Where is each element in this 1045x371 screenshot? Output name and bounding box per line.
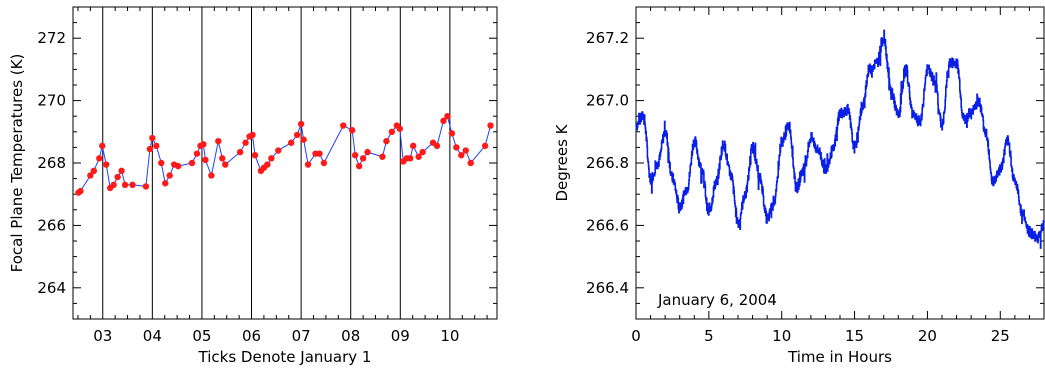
- x-tick-label: 09: [391, 327, 410, 345]
- data-point: [360, 155, 366, 161]
- data-point: [158, 160, 164, 166]
- left-chart-focal-plane: 264 266 268 270 272 03 04 05 06 07 08 09 10 Ticks Den…: [8, 7, 497, 366]
- data-point: [99, 143, 105, 149]
- x-tick-label: 25: [991, 327, 1010, 345]
- x-tick-label: 15: [845, 327, 864, 345]
- data-point: [453, 144, 459, 150]
- data-point: [407, 155, 413, 161]
- temperature-line: [636, 30, 1044, 248]
- right-chart-daily-temperature: 266.4 266.6 266.8 267.0 267.2 0 5 10 15 20 25 Time …: [553, 7, 1044, 366]
- y-tick-label: 270: [37, 92, 66, 110]
- date-annotation: January 6, 2004: [657, 291, 777, 309]
- x-tick-label: 20: [918, 327, 937, 345]
- y-tick-label: 267.2: [586, 29, 629, 47]
- data-point: [153, 143, 159, 149]
- data-point: [118, 168, 124, 174]
- x-axis-title: Time in Hours: [787, 348, 892, 366]
- data-point: [194, 150, 200, 156]
- data-point: [379, 154, 385, 160]
- data-point: [340, 122, 346, 128]
- data-point: [482, 143, 488, 149]
- x-tick-label: 07: [292, 327, 311, 345]
- right-plot-frame: [636, 7, 1044, 319]
- y-tick-label: 266: [37, 216, 66, 234]
- data-point: [215, 138, 221, 144]
- data-point: [77, 188, 83, 194]
- series-line: [79, 116, 491, 192]
- data-point: [149, 135, 155, 141]
- data-point: [91, 168, 97, 174]
- data-point: [189, 160, 195, 166]
- data-point: [143, 183, 149, 189]
- data-point: [419, 149, 425, 155]
- data-point: [449, 130, 455, 136]
- data-point: [249, 132, 255, 138]
- data-point: [242, 140, 248, 146]
- data-point: [298, 121, 304, 127]
- data-point: [147, 146, 153, 152]
- data-point: [237, 149, 243, 155]
- data-point: [129, 182, 135, 188]
- data-point: [268, 155, 274, 161]
- data-point: [321, 160, 327, 166]
- data-point: [300, 136, 306, 142]
- y-tick-label: 266.6: [586, 216, 629, 234]
- data-point: [162, 180, 168, 186]
- data-point: [288, 140, 294, 146]
- data-point: [434, 143, 440, 149]
- data-point: [364, 149, 370, 155]
- data-point: [252, 152, 258, 158]
- data-point: [352, 152, 358, 158]
- x-tick-label: 06: [242, 327, 261, 345]
- y-tick-label: 268: [37, 154, 66, 172]
- x-tick-label: 10: [772, 327, 791, 345]
- x-tick-label: 10: [440, 327, 459, 345]
- data-point: [103, 161, 109, 167]
- x-tick-label: 08: [341, 327, 360, 345]
- y-tick-label: 267.0: [586, 92, 629, 110]
- data-point: [397, 125, 403, 131]
- data-point: [316, 150, 322, 156]
- y-tick-label: 264: [37, 279, 66, 297]
- data-point: [114, 174, 120, 180]
- data-point: [468, 160, 474, 166]
- data-point: [458, 152, 464, 158]
- data-point: [222, 161, 228, 167]
- x-tick-label: 04: [143, 327, 162, 345]
- data-point: [96, 155, 102, 161]
- data-point: [200, 141, 206, 147]
- data-point: [167, 172, 173, 178]
- x-tick-label: 05: [192, 327, 211, 345]
- data-point: [349, 127, 355, 133]
- y-tick-label: 266.4: [586, 279, 629, 297]
- data-point: [219, 155, 225, 161]
- x-tick-label: 0: [631, 327, 641, 345]
- left-plot-frame: [73, 7, 497, 319]
- x-axis-title: Ticks Denote January 1: [198, 348, 372, 366]
- data-point: [202, 157, 208, 163]
- data-point: [264, 161, 270, 167]
- data-point: [389, 129, 395, 135]
- data-point: [487, 122, 493, 128]
- data-point: [356, 163, 362, 169]
- x-tick-label: 5: [704, 327, 714, 345]
- data-point: [383, 138, 389, 144]
- data-point: [122, 182, 128, 188]
- x-tick-label: 03: [93, 327, 112, 345]
- y-tick-label: 266.8: [586, 154, 629, 172]
- data-point: [410, 143, 416, 149]
- data-point: [208, 172, 214, 178]
- y-axis-title: Degrees K: [553, 123, 571, 201]
- y-tick-label: 272: [37, 29, 66, 47]
- data-point: [463, 147, 469, 153]
- data-point: [294, 132, 300, 138]
- data-point: [444, 113, 450, 119]
- data-point: [305, 161, 311, 167]
- data-point: [175, 163, 181, 169]
- y-axis-title: Focal Plane Temperatures (K): [8, 54, 26, 273]
- data-point: [110, 182, 116, 188]
- data-point: [275, 147, 281, 153]
